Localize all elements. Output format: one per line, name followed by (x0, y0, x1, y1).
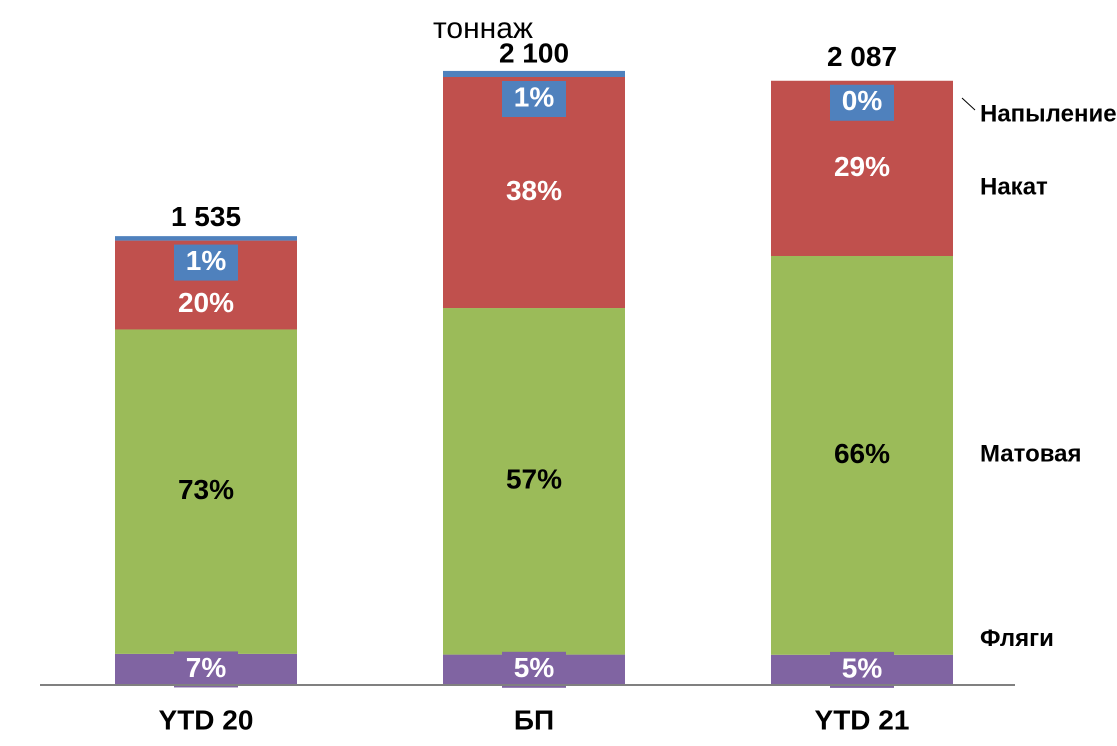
total-label: 2 100 (499, 37, 569, 68)
bar-segment (443, 70, 625, 77)
label-box (830, 84, 894, 121)
x-tick-label: БП (514, 704, 554, 735)
bar-segment (443, 308, 625, 655)
bar-segment (115, 236, 297, 241)
leader-line (961, 97, 976, 111)
value-label: 73% (178, 474, 234, 505)
total-label: 1 535 (171, 201, 241, 232)
label-box (502, 81, 566, 117)
bar-segment (771, 255, 953, 655)
label-box (502, 651, 566, 688)
legend-label: Напыление (980, 100, 1117, 127)
legend-label: Накат (980, 173, 1048, 200)
total-label: 2 087 (827, 41, 897, 72)
legend-label: Матовая (980, 441, 1082, 468)
label-box (174, 244, 238, 281)
legend-label: Фляги (980, 625, 1054, 652)
value-label: 1% (186, 245, 227, 276)
value-label: 20% (178, 287, 234, 318)
value-label: 66% (834, 438, 890, 469)
label-box (174, 651, 238, 688)
value-label: 29% (834, 151, 890, 182)
value-label: 0% (842, 85, 883, 116)
bar-segment (115, 329, 297, 654)
x-tick-label: YTD 21 (815, 704, 910, 735)
x-tick-label: YTD 20 (159, 704, 254, 735)
value-label: 1% (514, 81, 555, 112)
value-label: 7% (186, 652, 227, 683)
value-label: 57% (506, 464, 562, 495)
unit-label: тоннаж (433, 12, 533, 45)
value-label: 38% (506, 175, 562, 206)
value-label: 5% (842, 652, 883, 683)
label-box (830, 651, 894, 688)
value-label: 5% (514, 652, 555, 683)
